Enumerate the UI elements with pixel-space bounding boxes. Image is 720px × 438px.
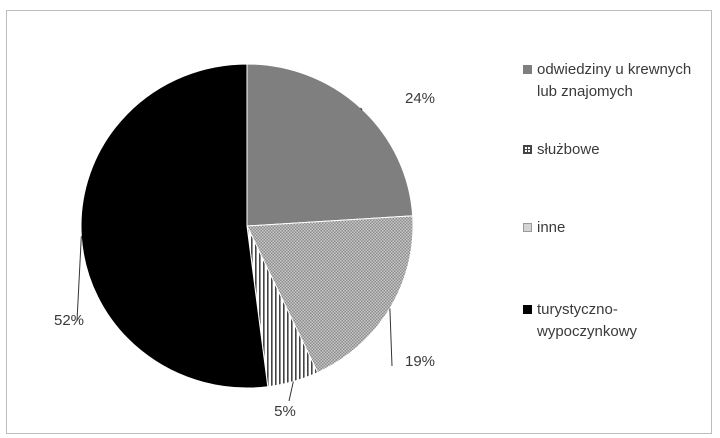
legend-swatch-dotted [523, 223, 532, 232]
legend-label-inne: inne [537, 219, 566, 236]
legend-label-odwiedziny: odwiedziny u krewnych lub znajomych [537, 61, 692, 100]
legend-label-sluzbowe: służbowe [537, 141, 600, 158]
leader-line [76, 236, 82, 322]
slice-odwiedziny [246, 63, 414, 227]
leader-line [288, 381, 294, 402]
slice-sluzbowe [246, 215, 414, 374]
leader-line [360, 107, 363, 111]
slice-turystyczno [80, 63, 269, 389]
pie-chart: 24% 19% 5% 52% [54, 63, 435, 420]
chart-area: 24% 19% 5% 52% odwiedziny u krewnych lub zn… [6, 10, 712, 434]
data-label: 19% [405, 353, 435, 370]
data-label: 5% [274, 403, 296, 420]
data-label: 24% [405, 90, 435, 107]
data-label: 52% [54, 312, 84, 329]
legend-swatch-crosshatch [523, 145, 532, 154]
legend-swatch-black [523, 305, 532, 314]
legend-swatch-gray [523, 65, 532, 74]
leader-line [389, 308, 393, 367]
legend-label-turystyczno: turystyczno- wypoczynkowy [537, 301, 638, 340]
